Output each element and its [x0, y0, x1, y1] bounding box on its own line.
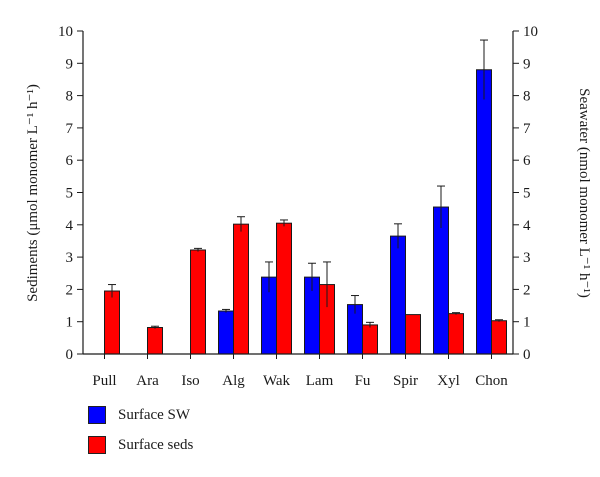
left-tick-label: 2: [66, 282, 74, 298]
bar-surface-seds-pull: [104, 290, 120, 355]
left-tick-label: 0: [66, 347, 74, 363]
legend-swatch-surface-sw: [88, 406, 106, 424]
right-tick-label: 10: [523, 24, 538, 40]
bar-surface-seds-ara: [147, 327, 163, 355]
legend-label-surface-seds: Surface seds: [118, 436, 194, 453]
x-tick-label: Alg: [222, 373, 245, 389]
left-tick-label: 1: [66, 315, 74, 331]
right-tick-label: 9: [523, 56, 531, 72]
bar-surface-seds-iso: [190, 249, 206, 355]
left-tick-label: 7: [66, 121, 74, 137]
bar-surface-seds-chon: [491, 320, 507, 355]
legend-swatch-surface-seds: [88, 436, 106, 454]
right-axis-label: Seawater (nmol monomer L⁻¹ h⁻¹): [576, 88, 592, 298]
left-tick-label: 6: [66, 153, 74, 169]
left-tick-label: 10: [58, 24, 73, 40]
bar-surface-seds-alg: [233, 223, 249, 355]
right-tick-label: 7: [523, 121, 531, 137]
right-tick-label: 0: [523, 347, 531, 363]
right-tick-label: 5: [523, 186, 531, 202]
bars-layer: [104, 39, 507, 355]
left-tick-label: 4: [66, 218, 74, 234]
legend-item-surface-sw: Surface SW: [88, 404, 193, 426]
left-tick-label: 9: [66, 56, 74, 72]
legend-label-surface-sw: Surface SW: [118, 406, 191, 423]
legend-item-surface-seds: Surface seds: [88, 434, 193, 456]
bar-surface-seds-fu: [362, 324, 378, 355]
x-tick-label: Ara: [136, 373, 159, 389]
bar-surface-seds-wak: [276, 222, 292, 355]
legend: Surface SW Surface seds: [88, 404, 193, 464]
x-tick-label: Chon: [475, 373, 508, 389]
x-tick-label: Wak: [263, 373, 291, 389]
right-tick-label: 2: [523, 282, 531, 298]
left-tick-label: 5: [66, 186, 74, 202]
x-tick-label: Spir: [393, 373, 418, 389]
right-tick-label: 4: [523, 218, 531, 234]
bar-surface-sw-xyl: [433, 206, 449, 355]
x-tick-label: Pull: [92, 373, 116, 389]
x-tick-label: Xyl: [437, 373, 460, 389]
right-tick-label: 8: [523, 89, 531, 105]
x-tick-label: Iso: [181, 373, 199, 389]
right-tick-label: 1: [523, 315, 531, 331]
bar-surface-seds-xyl: [448, 313, 464, 355]
x-tick-label: Lam: [306, 373, 334, 389]
right-tick-label: 3: [523, 250, 531, 266]
left-tick-label: 8: [66, 89, 74, 105]
left-tick-label: 3: [66, 250, 74, 266]
bar-surface-sw-chon: [476, 69, 492, 355]
bar-surface-sw-alg: [218, 310, 234, 355]
bar-chart: 0 1 2 3 4 5 6 7 8 9 10 0 1 2 3 4 5 6 7 8 9 10 Pull Ara Iso Alg Wak…: [25, 24, 592, 389]
bar-surface-seds-spir: [405, 314, 421, 355]
axes-layer: 0 1 2 3 4 5 6 7 8 9 10 0 1 2 3 4 5 6 7 8 9 10 Pull Ara Iso Alg Wak…: [58, 24, 538, 389]
left-axis-label: Sediments (μmol monomer L⁻¹ h⁻¹): [25, 84, 41, 302]
bar-surface-sw-spir: [390, 235, 406, 355]
right-tick-label: 6: [523, 153, 531, 169]
x-tick-label: Fu: [355, 373, 371, 389]
